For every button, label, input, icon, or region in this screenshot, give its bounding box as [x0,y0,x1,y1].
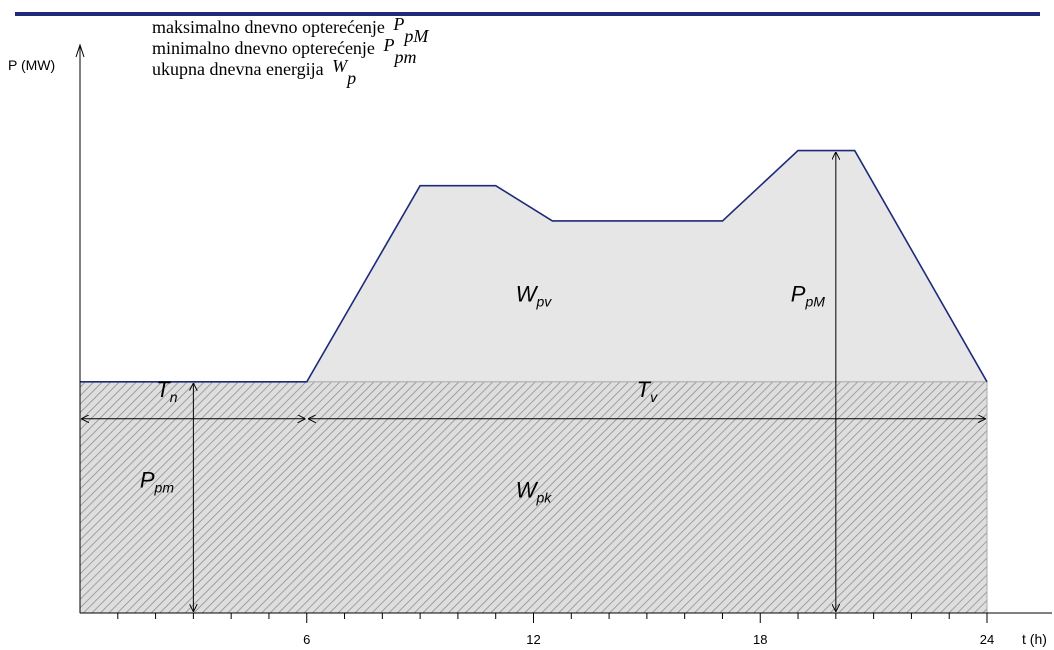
x-tick-label: 24 [980,632,994,647]
dimension-lines [82,153,985,611]
y-axis-arrow [75,43,85,58]
annotation-w-pv: Wpv [516,281,553,309]
x-tick-label: 18 [753,632,767,647]
x-tick-label: 6 [303,632,310,647]
y-axis-label: P (MW) [8,57,55,73]
annotation-t-v: Tv [637,377,658,405]
annotation-p-pm: PpM [791,281,825,309]
annotations: Wpv Wpk PpM Ppm Tn Tv [140,281,825,505]
legend-entry: maksimalno dnevno opterećenje PpM [152,14,429,46]
load-curve-line [80,149,988,383]
legend: maksimalno dnevno opterećenje PpMminimal… [152,14,429,88]
axes: 6 12 18 24 t (h) P (MW) [8,43,1052,647]
legend-entry: minimalno dnevno opterećenje Ppm [152,35,416,67]
x-axis-label: t (h) [1022,631,1047,647]
variable-load-area [80,150,987,382]
x-tick-label: 12 [526,632,540,647]
annotation-w-pk: Wpk [516,477,553,505]
annotation-p-pm: Ppm [140,467,174,495]
legend-entry: ukupna dnevna energija Wp [152,56,356,88]
annotation-t-n: Tn [156,377,177,405]
